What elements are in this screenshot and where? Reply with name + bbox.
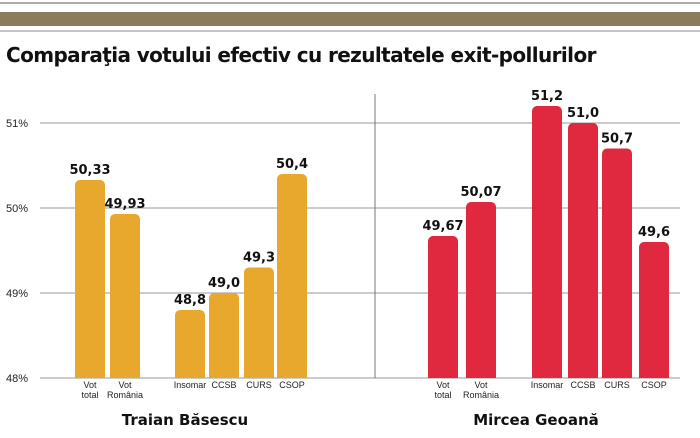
data-label: 49,0 xyxy=(208,276,240,291)
bar-base xyxy=(75,372,105,378)
bar xyxy=(244,267,274,378)
y-tick-label: 51% xyxy=(6,118,28,130)
bar-base xyxy=(110,372,140,378)
category-label: CCSB xyxy=(211,380,236,390)
bar-base xyxy=(568,372,598,378)
data-label: 48,8 xyxy=(174,293,206,308)
category-label: România xyxy=(463,390,499,400)
data-label: 49,6 xyxy=(638,225,670,240)
data-label: 49,67 xyxy=(422,219,463,234)
bar xyxy=(110,213,140,378)
bar xyxy=(428,236,458,378)
bar xyxy=(532,106,562,378)
category-label: România xyxy=(107,390,143,400)
category-label: Vot xyxy=(436,380,450,390)
data-label: 50,33 xyxy=(69,163,110,178)
data-label: 50,07 xyxy=(460,185,501,200)
y-tick-label: 50% xyxy=(6,203,28,215)
bar xyxy=(209,293,239,378)
bar xyxy=(639,242,669,378)
bar-base xyxy=(466,372,496,378)
bar-base xyxy=(639,372,669,378)
bar-base xyxy=(602,372,632,378)
category-label: Insomar xyxy=(531,380,564,390)
y-tick-label: 48% xyxy=(6,373,28,385)
bar xyxy=(75,179,105,378)
data-label: 49,3 xyxy=(243,251,275,266)
group-label: Traian Băsescu xyxy=(122,411,248,429)
category-label: CCSB xyxy=(570,380,595,390)
bar-base xyxy=(175,372,205,378)
bar xyxy=(568,123,598,378)
header-band xyxy=(0,12,700,26)
category-label: total xyxy=(434,390,451,400)
data-label: 50,7 xyxy=(601,132,633,147)
chart-title: Comparaţia votului efectiv cu rezultatel… xyxy=(6,43,597,67)
bar-base xyxy=(209,372,239,378)
category-label: Vot xyxy=(83,380,97,390)
category-label: Vot xyxy=(118,380,132,390)
bar-base xyxy=(244,372,274,378)
bars xyxy=(75,106,669,378)
bar-base xyxy=(532,372,562,378)
category-label: CSOP xyxy=(279,380,305,390)
bar xyxy=(277,174,307,378)
data-label: 50,4 xyxy=(276,157,308,172)
bar-base xyxy=(277,372,307,378)
bar xyxy=(466,202,496,378)
group-labels: Traian Băsescu Mircea Geoană xyxy=(122,411,599,429)
y-axis-ticks: 48% 49% 50% 51% xyxy=(6,118,28,385)
value-labels: 50,33 49,93 48,849,049,3 50,4 49,67 50,07 51,2… xyxy=(69,89,670,308)
category-label: Insomar xyxy=(174,380,207,390)
y-tick-label: 49% xyxy=(6,288,28,300)
group-label: Mircea Geoană xyxy=(473,411,599,429)
data-label: 51,0 xyxy=(567,106,599,121)
category-label: Vot xyxy=(474,380,488,390)
category-label: CURS xyxy=(246,380,272,390)
bar xyxy=(602,148,632,378)
bar xyxy=(175,310,205,378)
bar-base xyxy=(428,372,458,378)
category-label: CSOP xyxy=(641,380,667,390)
category-label: CURS xyxy=(604,380,630,390)
category-label: total xyxy=(81,390,98,400)
data-label: 51,2 xyxy=(531,89,563,104)
data-label: 49,93 xyxy=(104,197,145,212)
